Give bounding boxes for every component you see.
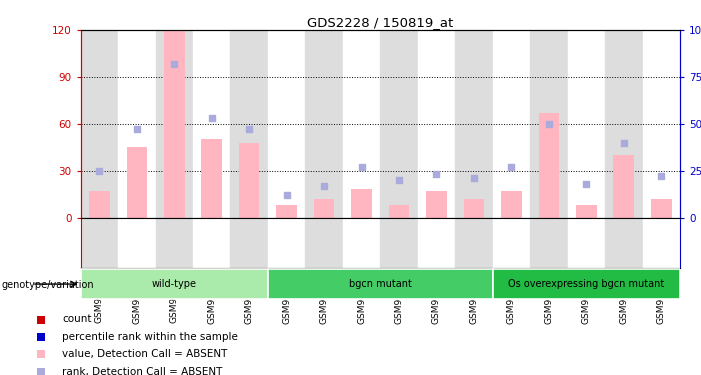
Point xyxy=(618,140,629,146)
Bar xyxy=(418,30,455,217)
Text: genotype/variation: genotype/variation xyxy=(1,280,94,290)
Bar xyxy=(314,199,334,217)
Bar xyxy=(231,217,268,268)
Bar xyxy=(643,217,680,268)
Bar xyxy=(268,30,306,217)
Point xyxy=(393,177,404,183)
Bar xyxy=(605,30,643,217)
Bar xyxy=(493,30,530,217)
Bar xyxy=(89,191,109,217)
Bar xyxy=(613,155,634,218)
Text: rank, Detection Call = ABSENT: rank, Detection Call = ABSENT xyxy=(62,366,222,375)
FancyBboxPatch shape xyxy=(268,269,493,299)
Point xyxy=(131,126,142,132)
Point xyxy=(543,121,554,127)
Bar xyxy=(426,191,447,217)
Bar xyxy=(239,142,259,218)
Bar xyxy=(538,113,559,218)
Bar xyxy=(81,217,118,268)
Bar xyxy=(156,30,193,217)
Point xyxy=(601,306,613,312)
Bar xyxy=(381,30,418,217)
Point xyxy=(468,175,479,181)
Text: bgcn mutant: bgcn mutant xyxy=(349,279,411,289)
Bar xyxy=(126,147,147,218)
Point xyxy=(431,171,442,177)
Bar xyxy=(568,30,605,217)
Bar xyxy=(455,30,493,217)
Point xyxy=(580,181,592,187)
Bar xyxy=(118,30,156,217)
Bar xyxy=(381,217,418,268)
Title: GDS2228 / 150819_at: GDS2228 / 150819_at xyxy=(307,16,454,29)
Bar xyxy=(576,205,597,218)
Bar xyxy=(418,217,455,268)
Bar xyxy=(643,30,680,217)
Bar xyxy=(493,217,530,268)
Bar xyxy=(201,140,222,218)
Bar xyxy=(118,217,156,268)
Bar xyxy=(164,30,184,217)
Text: count: count xyxy=(62,315,92,324)
Bar xyxy=(651,199,672,217)
Point xyxy=(169,61,180,67)
Point xyxy=(94,168,105,174)
Point xyxy=(281,192,292,198)
Point xyxy=(601,148,613,154)
Bar xyxy=(306,217,343,268)
Bar xyxy=(501,191,522,217)
Text: Os overexpressing bgcn mutant: Os overexpressing bgcn mutant xyxy=(508,279,665,289)
Bar xyxy=(530,217,568,268)
Point xyxy=(243,126,254,132)
Bar xyxy=(193,30,231,217)
Bar xyxy=(268,217,306,268)
Bar xyxy=(81,30,118,217)
Bar xyxy=(193,217,231,268)
Text: wild-type: wild-type xyxy=(151,279,197,289)
Bar xyxy=(343,217,381,268)
Bar xyxy=(156,217,193,268)
Bar xyxy=(463,199,484,217)
Bar xyxy=(351,189,372,217)
Bar xyxy=(605,217,643,268)
FancyBboxPatch shape xyxy=(493,269,680,299)
Bar xyxy=(455,217,493,268)
Bar xyxy=(231,30,268,217)
Text: value, Detection Call = ABSENT: value, Detection Call = ABSENT xyxy=(62,349,228,359)
Bar xyxy=(568,217,605,268)
Bar xyxy=(343,30,381,217)
Point xyxy=(506,164,517,170)
Text: percentile rank within the sample: percentile rank within the sample xyxy=(62,332,238,342)
Point xyxy=(356,164,367,170)
Point xyxy=(206,115,217,121)
Bar xyxy=(530,30,568,217)
Point xyxy=(318,183,329,189)
Point xyxy=(655,173,667,179)
Bar xyxy=(306,30,343,217)
Bar xyxy=(389,205,409,218)
Bar xyxy=(276,205,297,218)
FancyBboxPatch shape xyxy=(81,269,268,299)
